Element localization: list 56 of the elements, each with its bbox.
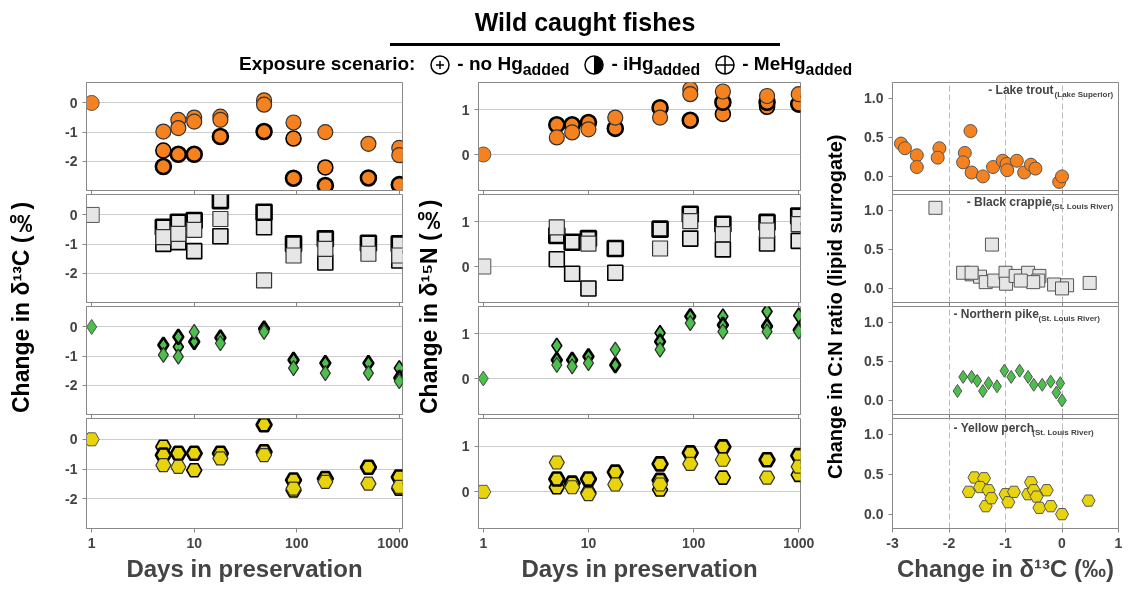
x-tick-label: -3 <box>886 534 899 551</box>
y-tick-label: 1 <box>461 438 470 454</box>
y-tick-label: -2 <box>65 153 78 170</box>
y-tick-label: 0.0 <box>864 392 884 409</box>
x-tick-label: 0 <box>1058 534 1067 551</box>
y-tick-label: -2 <box>65 490 78 507</box>
y-tick-label: 0 <box>461 483 470 500</box>
y-tick-label: 0.5 <box>864 353 884 370</box>
x-tick-label: 100 <box>285 534 309 551</box>
y-tick-label: 0 <box>69 431 78 448</box>
y-tick-label: 0 <box>69 318 78 335</box>
y-tick-label: 1.0 <box>864 90 884 107</box>
x-tick-label: -1 <box>999 534 1012 551</box>
y-tick-label: -1 <box>65 461 78 478</box>
text: - MeHg$_{added}$ <box>742 52 853 78</box>
y-axis-title: Change in δ¹³C (‰) <box>7 201 35 413</box>
y-tick-label: 1 <box>461 101 470 118</box>
text: Exposure scenario: <box>239 52 416 74</box>
y-tick-label: 0 <box>69 206 78 223</box>
y-axis-title: Change in C:N ratio (lipid surrogate) <box>823 134 847 480</box>
y-tick-label: 1 <box>461 213 470 230</box>
y-tick-label: 1.0 <box>864 314 884 331</box>
y-tick-label: -2 <box>65 265 78 282</box>
y-tick-label: 0.0 <box>864 280 884 297</box>
x-tick-label: 100 <box>681 534 706 551</box>
y-axis-title: Change in δ¹⁵N (‰) <box>415 199 443 415</box>
y-tick-label: -1 <box>65 348 78 365</box>
x-axis-title: Change in δ¹³C (‰) <box>896 554 1115 582</box>
y-tick-label: -1 <box>65 124 78 141</box>
y-tick-label: -1 <box>65 236 78 253</box>
y-tick-label: 0.5 <box>864 129 884 146</box>
y-tick-label: 0.5 <box>864 466 884 483</box>
y-tick-label: -2 <box>65 377 78 394</box>
text: - iHg$_{added}$ <box>611 52 701 78</box>
y-tick-label: 0.0 <box>864 168 884 185</box>
text: Wild caught fishes <box>390 5 780 46</box>
x-tick-label: 10 <box>580 534 597 551</box>
y-tick-label: 0 <box>461 258 470 275</box>
y-tick-label: 0 <box>461 146 470 163</box>
x-tick-label: 1000 <box>377 534 409 551</box>
x-tick-label: 1 <box>479 534 488 551</box>
x-axis-title: Days in preservation <box>521 554 758 582</box>
y-tick-label: 0.5 <box>864 241 884 258</box>
y-tick-label: 0.0 <box>864 506 884 523</box>
y-tick-label: 0 <box>69 94 78 111</box>
x-axis-title: Days in preservation <box>126 554 363 582</box>
x-tick-label: 1 <box>1114 534 1123 551</box>
y-tick-label: 0 <box>461 370 470 387</box>
x-tick-label: 1000 <box>783 534 815 551</box>
y-tick-label: 1.0 <box>864 426 884 443</box>
text: - no Hg$_{added}$ <box>457 52 570 78</box>
x-tick-label: 10 <box>186 534 203 551</box>
y-tick-label: 1.0 <box>864 202 884 219</box>
x-tick-label: -2 <box>942 534 956 551</box>
x-tick-label: 1 <box>87 534 96 551</box>
y-tick-label: 1 <box>461 325 470 342</box>
